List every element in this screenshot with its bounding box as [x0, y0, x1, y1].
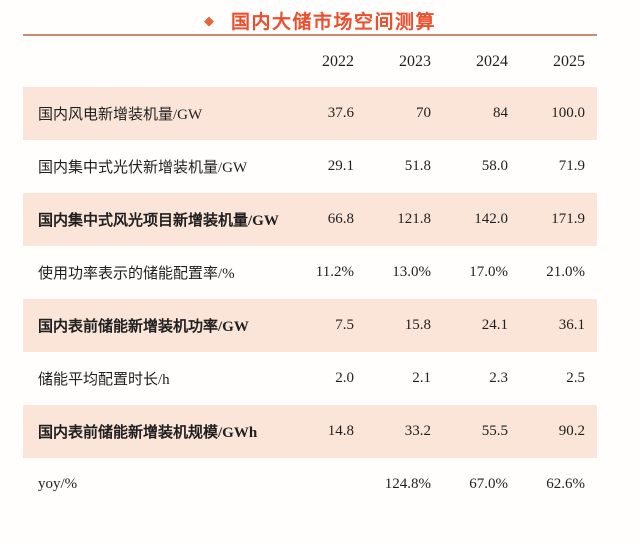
cell-value: 11.2% — [315, 264, 354, 280]
row-label: yoy/% — [38, 476, 78, 492]
table-row: 国内集中式光伏新增装机量/GW 29.1 51.8 58.0 71.9 — [23, 140, 597, 193]
row-label: 国内表前储能新增装机功率/GW — [38, 319, 249, 335]
header-year: 2022 — [322, 52, 354, 70]
header-year: 2025 — [553, 52, 585, 70]
cell-value: 51.8 — [404, 158, 431, 174]
diamond-bullet-icon: ◆ — [203, 12, 214, 28]
cell-value: 33.2 — [404, 423, 431, 439]
cell-value: 55.5 — [481, 423, 508, 439]
row-label: 国内集中式风光项目新增装机量/GW — [38, 213, 279, 229]
cell-value: 14.8 — [327, 423, 354, 439]
table-row: yoy/% 124.8% 67.0% 62.6% — [23, 458, 597, 511]
cell-value: 2.0 — [335, 370, 354, 386]
cell-value: 37.6 — [327, 105, 354, 121]
cell-value: 90.2 — [558, 423, 585, 439]
row-label: 使用功率表示的储能配置率/% — [38, 266, 235, 282]
header-year: 2023 — [399, 52, 431, 70]
table-row: 国内表前储能新增装机规模/GWh 14.8 33.2 55.5 90.2 — [23, 405, 597, 458]
cell-value: 100.0 — [551, 105, 585, 121]
title-divider — [23, 34, 597, 36]
cell-value: 124.8% — [384, 476, 431, 492]
cell-value: 21.0% — [546, 264, 585, 280]
cell-value: 70 — [416, 105, 431, 121]
table-body: 国内风电新增装机量/GW 37.6 70 84 100.0 国内集中式光伏新增装机量/GW… — [23, 87, 597, 511]
cell-value: 29.1 — [327, 158, 354, 174]
cell-value: 84 — [493, 105, 508, 121]
figure-title-row: ◆ 国内大储市场空间测算 — [0, 7, 640, 33]
table-row: 国内表前储能新增装机功率/GW 7.5 15.8 24.1 36.1 — [23, 299, 597, 352]
cell-value: 15.8 — [404, 317, 431, 333]
row-label: 国内表前储能新增装机规模/GWh — [38, 425, 258, 441]
cell-value: 24.1 — [481, 317, 508, 333]
cell-value: 62.6% — [546, 476, 585, 492]
cell-value: 17.0% — [469, 264, 508, 280]
cell-value: 2.1 — [412, 370, 431, 386]
cell-value: 7.5 — [335, 317, 354, 333]
table-header-row: 2022 2023 2024 2025 — [23, 36, 597, 87]
cell-value: 13.0% — [392, 264, 431, 280]
table-row: 国内集中式风光项目新增装机量/GW 66.8 121.8 142.0 171.9 — [23, 193, 597, 246]
cell-value: 2.5 — [566, 370, 585, 386]
row-label: 储能平均配置时长/h — [38, 372, 170, 388]
cell-value: 2.3 — [489, 370, 508, 386]
cell-value: 142.0 — [474, 211, 508, 227]
figure-title: 国内大储市场空间测算 — [230, 11, 436, 33]
cell-value: 66.8 — [327, 211, 354, 227]
table-row: 国内风电新增装机量/GW 37.6 70 84 100.0 — [23, 87, 597, 140]
cell-value: 71.9 — [558, 158, 585, 174]
cell-value: 58.0 — [481, 158, 508, 174]
row-label: 国内风电新增装机量/GW — [38, 107, 203, 123]
data-table: 2022 2023 2024 2025 国内风电新增装机量/GW 37.6 70 84… — [23, 36, 597, 511]
row-label: 国内集中式光伏新增装机量/GW — [38, 160, 248, 176]
cell-value: 36.1 — [558, 317, 585, 333]
table-row: 使用功率表示的储能配置率/% 11.2% 13.0% 17.0% 21.0% — [23, 246, 597, 299]
cell-value: 171.9 — [551, 211, 585, 227]
cell-value: 121.8 — [397, 211, 431, 227]
cell-value: 67.0% — [469, 476, 508, 492]
table-row: 储能平均配置时长/h 2.0 2.1 2.3 2.5 — [23, 352, 597, 405]
header-year: 2024 — [476, 52, 508, 70]
